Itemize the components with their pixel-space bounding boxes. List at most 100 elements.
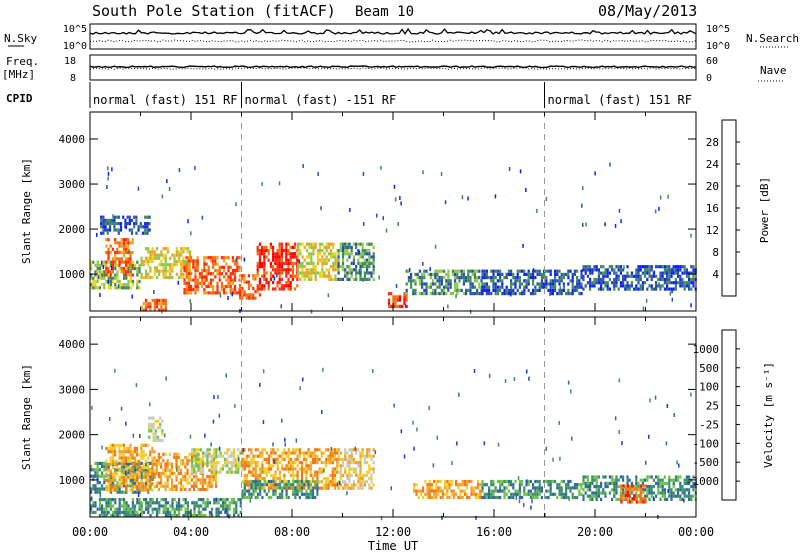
data-cell	[642, 500, 645, 504]
data-cell	[602, 281, 605, 285]
data-cell	[201, 459, 204, 463]
data-cell	[591, 481, 594, 485]
data-point	[585, 222, 587, 227]
data-cell	[195, 504, 198, 508]
data-cell	[203, 256, 206, 260]
data-cell	[180, 272, 183, 276]
data-cell	[135, 453, 139, 457]
data-cell	[127, 450, 130, 454]
data-cell	[294, 242, 297, 246]
data-cell	[177, 452, 180, 456]
data-cell	[350, 457, 353, 461]
data-cell	[157, 459, 160, 463]
data-cell	[105, 263, 108, 267]
data-cell	[305, 489, 308, 493]
data-cell	[339, 245, 342, 249]
data-cell	[688, 475, 691, 479]
data-cell	[185, 262, 188, 266]
data-cell	[209, 256, 212, 260]
data-cell	[332, 245, 335, 249]
data-cell	[125, 475, 128, 479]
data-cell	[297, 252, 300, 256]
data-cell	[613, 485, 616, 489]
data-cell	[149, 256, 152, 260]
data-cell	[281, 492, 284, 496]
data-cell	[267, 479, 271, 484]
data-cell	[350, 249, 353, 253]
data-cell	[372, 454, 375, 458]
data-cell	[325, 477, 328, 481]
data-cell	[142, 488, 145, 492]
data-cell	[201, 284, 204, 289]
data-cell	[129, 257, 132, 261]
data-cell	[105, 273, 108, 277]
data-cell	[123, 286, 126, 290]
data-cell	[101, 504, 104, 508]
data-cell	[100, 222, 103, 226]
data-cell	[228, 448, 231, 452]
data-cell	[485, 292, 488, 296]
data-cell	[536, 269, 539, 273]
data-cell	[175, 514, 178, 518]
data-cell	[510, 279, 513, 283]
data-cell	[457, 486, 460, 490]
data-cell	[582, 274, 585, 278]
data-cell	[562, 272, 565, 276]
data-point	[218, 413, 221, 418]
data-cell	[615, 481, 618, 485]
data-cell	[261, 284, 264, 288]
data-cell	[239, 501, 242, 505]
data-cell	[201, 281, 204, 285]
data-cell	[297, 242, 300, 246]
data-cell	[433, 492, 436, 496]
data-cell	[129, 254, 132, 258]
data-cell	[202, 461, 205, 465]
data-cell	[201, 278, 204, 282]
data-cell	[164, 465, 167, 469]
data-cell	[321, 258, 324, 262]
data-cell	[685, 481, 688, 485]
data-cell	[685, 274, 688, 278]
data-cell	[465, 279, 468, 283]
data-cell	[197, 457, 200, 461]
data-cell	[333, 473, 337, 477]
data-cell	[646, 491, 649, 495]
data-cell	[171, 471, 174, 476]
data-cell	[134, 267, 137, 271]
data-cell	[458, 288, 461, 292]
data-cell	[158, 507, 161, 511]
data-cell	[476, 288, 479, 292]
data-cell	[433, 489, 436, 493]
data-cell	[283, 451, 286, 455]
data-cell	[180, 504, 183, 508]
data-cell	[133, 485, 136, 489]
data-cell	[297, 245, 300, 249]
data-cell	[147, 507, 150, 511]
data-cell	[679, 497, 682, 501]
data-cell	[167, 510, 170, 514]
data-cell	[105, 270, 108, 274]
data-cell	[214, 275, 217, 279]
data-cell	[352, 457, 355, 461]
data-cell	[322, 483, 326, 487]
velocity-colorbar-tick-label: 500	[699, 362, 719, 375]
data-point	[483, 441, 486, 446]
data-cell	[235, 470, 238, 474]
data-cell	[148, 222, 151, 226]
data-cell	[169, 266, 172, 270]
data-point	[504, 379, 507, 383]
data-cell	[329, 457, 332, 461]
data-cell	[488, 486, 491, 490]
data-point	[177, 280, 179, 285]
data-cell	[344, 249, 347, 253]
data-cell	[125, 461, 128, 465]
data-cell	[261, 495, 264, 500]
data-cell	[156, 419, 160, 423]
data-cell	[390, 292, 393, 296]
data-cell	[105, 238, 108, 242]
data-cell	[543, 479, 546, 484]
data-cell	[505, 285, 508, 289]
data-point	[545, 446, 547, 451]
data-cell	[296, 470, 299, 474]
data-cell	[646, 488, 649, 492]
